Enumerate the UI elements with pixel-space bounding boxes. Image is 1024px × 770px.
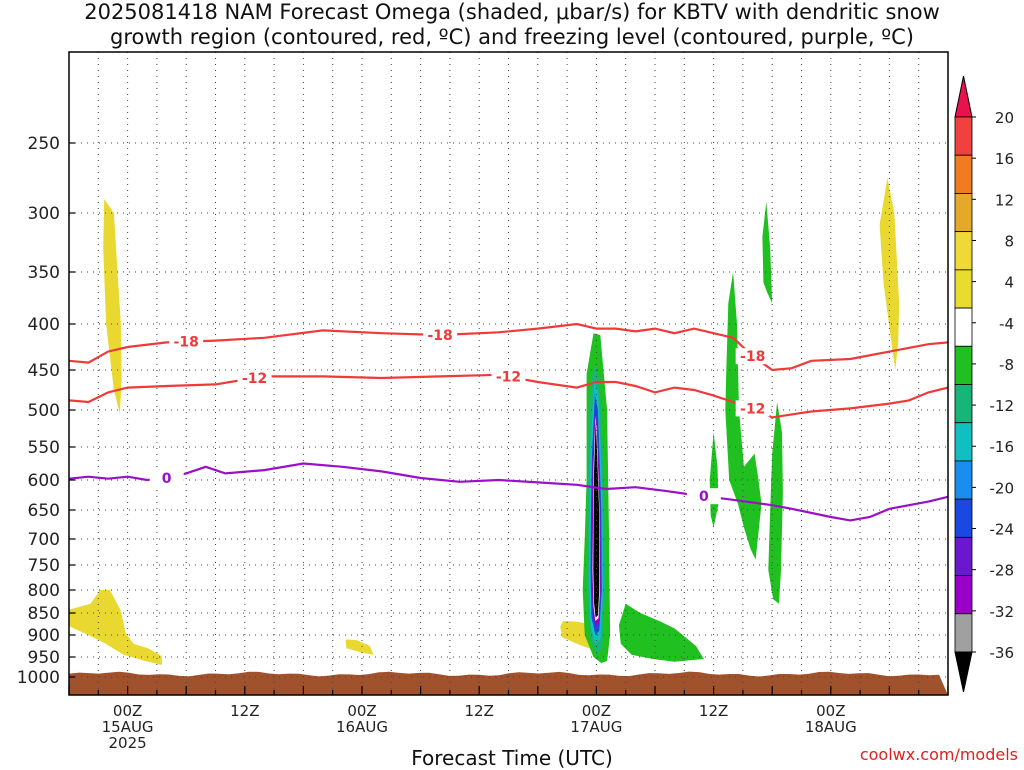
x-tick-label: 12Z <box>465 702 494 720</box>
contour-label-bg <box>149 470 184 487</box>
contour-label: -18 <box>740 349 765 365</box>
contour-label: -18 <box>174 335 199 351</box>
colorbar-swatch <box>954 231 973 271</box>
surface-ground <box>69 671 948 695</box>
y-tick-label: 600 <box>28 471 60 491</box>
colorbar-swatch <box>954 345 973 385</box>
omega-region-0 <box>103 199 122 414</box>
colorbar-swatch <box>954 460 973 500</box>
colorbar-label: 16 <box>995 150 1014 168</box>
x-tick-label: 12Z <box>699 702 728 720</box>
omega-region-8 <box>725 272 762 560</box>
y-tick-label: 1000 <box>17 668 60 688</box>
omega-region-16 <box>593 421 600 618</box>
colorbar-swatch <box>954 193 973 233</box>
y-tick-label: 850 <box>28 604 60 624</box>
contour--12 <box>68 373 949 419</box>
colorbar-swatch <box>954 422 973 462</box>
omega-region-1 <box>69 590 162 665</box>
colorbar-label: -20 <box>990 479 1015 497</box>
colorbar-swatch <box>954 575 973 615</box>
x-tick-label: 00Z <box>816 702 845 720</box>
colorbar-label: -16 <box>990 438 1015 456</box>
y-tick-label: 450 <box>28 361 60 381</box>
contour-label: -12 <box>496 370 521 386</box>
y-tick-label: 700 <box>28 530 60 550</box>
colorbar-label: 20 <box>995 109 1014 127</box>
contour-label-bg <box>491 368 526 385</box>
x-tick-label: 00Z <box>582 702 611 720</box>
chart-title-line-1: 2025081418 NAM Forecast Omega (shaded, μ… <box>84 0 940 24</box>
colorbar-swatch <box>954 307 973 347</box>
x-tick-label: 00Z <box>113 702 142 720</box>
y-tick-label: 750 <box>28 556 60 576</box>
colorbar-label: -32 <box>990 603 1015 621</box>
colorbar-label: -12 <box>990 397 1015 415</box>
x-tick-label: 16AUG <box>336 718 388 736</box>
y-tick-label: 350 <box>28 263 60 283</box>
colorbar: 20 16 12 8 4 -4 -8 -12 -16 -20 -24 -28 -32 -36 <box>954 75 1015 693</box>
colorbar-swatch <box>954 116 973 156</box>
contour-lines: -18 -18 -18 -12 -12 -12 0 0 <box>68 322 949 522</box>
colorbar-label: 8 <box>1004 232 1014 250</box>
colorbar-label: -8 <box>999 356 1014 374</box>
colorbar-swatch <box>954 613 973 653</box>
y-tick-label: 400 <box>28 315 60 335</box>
contour-label-bg <box>423 327 458 344</box>
y-tick-label: 900 <box>28 626 60 646</box>
y-tick-label: 650 <box>28 501 60 521</box>
colorbar-label: 4 <box>1004 274 1014 292</box>
contour-label-bg <box>686 488 721 505</box>
colorbar-bottom-arrow <box>954 651 973 693</box>
contour-label-bg <box>237 370 272 386</box>
contour-label-bg <box>735 348 770 365</box>
chart-title: 2025081418 NAM Forecast Omega (shaded, μ… <box>0 0 1024 50</box>
y-tick-label: 300 <box>28 204 60 224</box>
colorbar-swatch <box>954 536 973 576</box>
x-tick-label: 15AUG <box>102 718 154 736</box>
contour-label: 0 <box>699 489 709 505</box>
ground-layer <box>69 671 948 695</box>
x-tick-label: 00Z <box>347 702 376 720</box>
y-tick-label: 250 <box>28 134 60 154</box>
y-tick-label: 550 <box>28 438 60 458</box>
y-tick-label: 500 <box>28 401 60 421</box>
y-axis: 2503003504004505005506006507007508008509… <box>17 134 75 688</box>
colorbar-label: -36 <box>990 644 1015 662</box>
omega-region-10 <box>768 402 783 604</box>
x-tick-label: 12Z <box>230 702 259 720</box>
contour-label-bg <box>735 400 770 417</box>
contour-label: -18 <box>427 328 452 344</box>
contour-label: 0 <box>162 471 172 487</box>
x-tick-label: 2025 <box>109 734 147 752</box>
omega-region-9 <box>762 201 773 304</box>
colorbar-swatch <box>954 154 973 194</box>
y-tick-label: 950 <box>28 648 60 668</box>
omega-shading <box>69 178 900 665</box>
contour-label-bg <box>169 333 204 350</box>
colorbar-label: 12 <box>995 191 1014 209</box>
omega-region-6 <box>618 603 704 662</box>
x-tick-label: 17AUG <box>570 718 622 736</box>
colorbar-swatch <box>954 269 973 309</box>
colorbar-swatch <box>954 384 973 424</box>
credit-link[interactable]: coolwx.com/models <box>859 745 1018 764</box>
colorbar-swatch <box>954 498 973 538</box>
colorbar-label: -28 <box>990 562 1015 580</box>
omega-region-2 <box>345 639 374 655</box>
y-tick-label: 800 <box>28 581 60 601</box>
chart-title-line-2: growth region (contoured, red, ºC) and f… <box>110 25 914 49</box>
x-axis-label: Forecast Time (UTC) <box>411 746 613 770</box>
colorbar-top-arrow <box>954 75 973 118</box>
colorbar-label: -24 <box>990 521 1015 539</box>
colorbar-label: -4 <box>999 315 1014 333</box>
contour-label: -12 <box>242 371 267 387</box>
contour-label: -12 <box>740 401 765 417</box>
x-tick-label: 18AUG <box>805 718 857 736</box>
